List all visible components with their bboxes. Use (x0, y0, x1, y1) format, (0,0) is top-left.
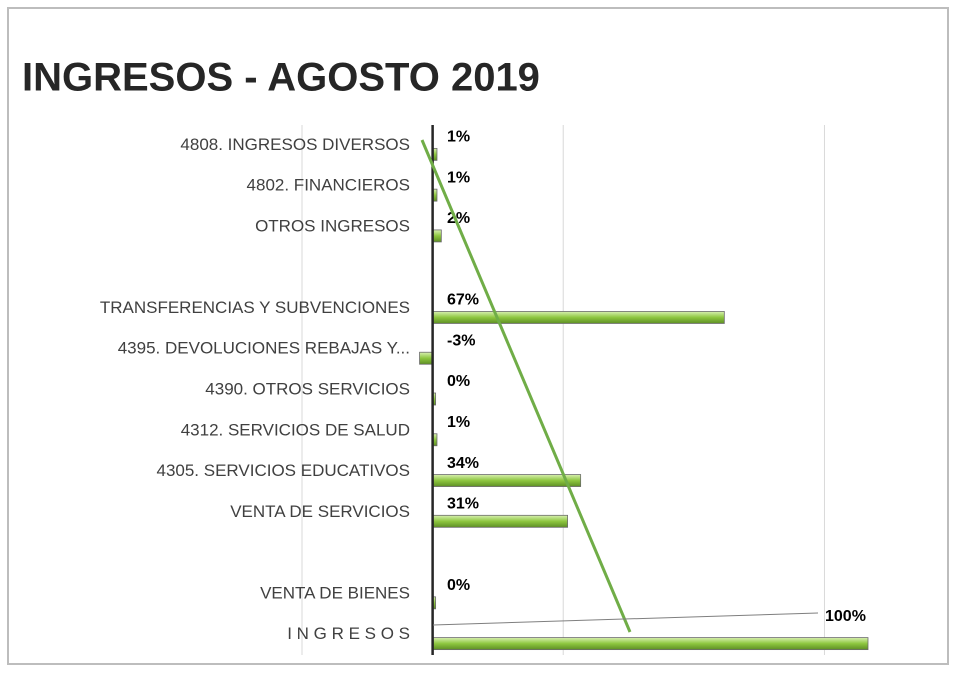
data-label: 1% (447, 129, 470, 146)
data-label: 100% (825, 608, 866, 625)
y-tick-label: 4390. OTROS SERVICIOS (205, 379, 410, 398)
data-label: 0% (447, 577, 470, 594)
plot: 4808. INGRESOS DIVERSOS 1% 4802. FINANCIER… (100, 125, 869, 655)
y-tick-label: 4312. SERVICIOS DE SALUD (181, 420, 410, 439)
trend-line (420, 139, 632, 633)
chart-title: INGRESOS - AGOSTO 2019 (22, 56, 540, 100)
data-label: 1% (447, 169, 470, 186)
y-tick-label: I N G R E S O S (287, 624, 410, 643)
frame (7, 7, 949, 665)
data-label: 0% (447, 373, 470, 390)
data-label: 67% (447, 292, 479, 309)
y-tick-label: 4395. DEVOLUCIONES REBAJAS Y... (118, 339, 410, 358)
bar (432, 229, 442, 243)
bar (432, 514, 568, 528)
y-tick-label: OTROS INGRESOS (255, 216, 410, 235)
bar (432, 311, 725, 324)
y-tick-label: TRANSFERENCIAS Y SUBVENCIONES (100, 298, 410, 317)
bar (419, 351, 434, 365)
y-tick-label: 4305. SERVICIOS EDUCATIVOS (156, 461, 410, 480)
y-tick-label: VENTA DE SERVICIOS (230, 502, 410, 521)
data-label: -3% (447, 332, 475, 349)
y-tick-label: 4808. INGRESOS DIVERSOS (180, 135, 410, 154)
bar (432, 474, 582, 487)
leader-line (432, 612, 819, 626)
data-label: 34% (447, 455, 479, 472)
y-tick-label: VENTA DE BIENES (260, 583, 410, 602)
data-label: 1% (447, 414, 470, 431)
data-label: 31% (447, 496, 479, 513)
bar (432, 637, 869, 651)
y-tick-label: 4802. FINANCIEROS (247, 176, 410, 195)
